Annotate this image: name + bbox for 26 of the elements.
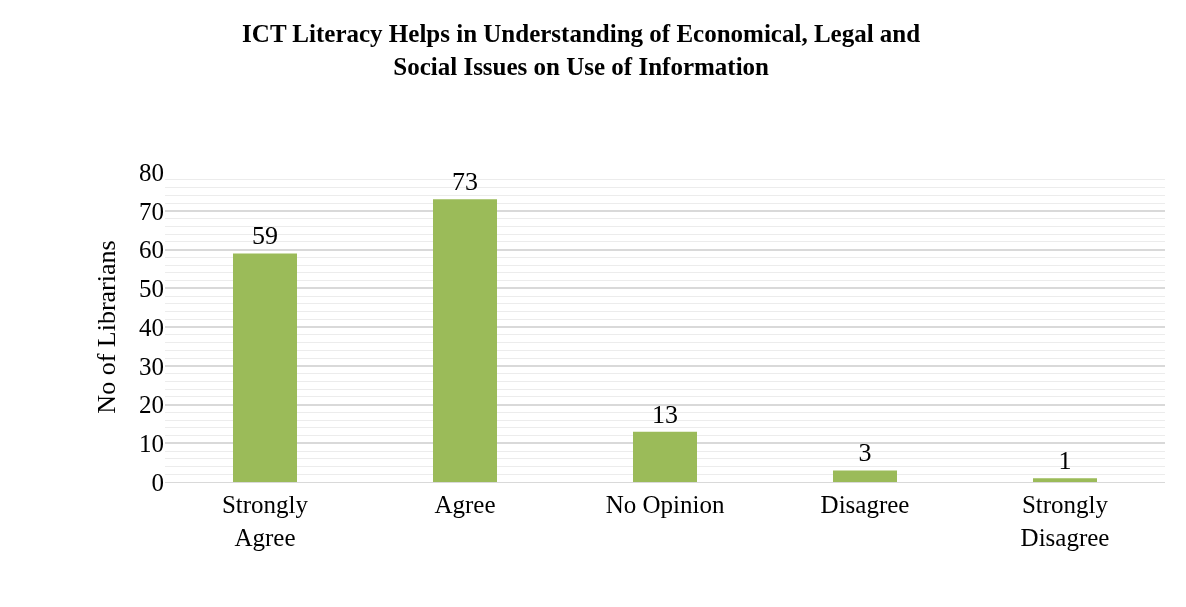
bar: [233, 253, 297, 482]
y-tick-label: 40: [139, 313, 164, 341]
y-tick-label: 10: [139, 430, 164, 457]
data-label: 3: [858, 438, 872, 468]
x-tick-label: Disagree: [820, 491, 910, 518]
y-tick-label: 60: [139, 236, 164, 264]
chart-title: ICT Literacy Helps in Understanding of Economical, Legal and Social Issues on Use of Information: [242, 20, 921, 80]
data-label: 13: [652, 399, 678, 429]
y-tick-label: 80: [139, 158, 164, 186]
x-tick-label: No Opinion: [605, 491, 725, 518]
x-tick-label: Agree: [434, 491, 496, 518]
bar: [833, 470, 897, 482]
x-tick-label: Strongly Agree: [221, 491, 309, 551]
bar: [433, 199, 497, 482]
y-tick-label: 0: [151, 468, 164, 496]
bar: [633, 431, 697, 482]
data-label: 1: [1058, 446, 1072, 476]
y-tick-label: 30: [139, 352, 164, 380]
y-axis-title: No of Librarians: [92, 240, 122, 414]
y-tick-label: 50: [139, 275, 164, 302]
data-label: 73: [452, 167, 478, 197]
data-label: 59: [252, 221, 278, 251]
y-tick-label: 20: [139, 391, 164, 419]
y-tick-label: 70: [139, 197, 164, 225]
bar: [1033, 478, 1097, 482]
x-tick-label: Strongly Disagree: [1020, 491, 1110, 551]
